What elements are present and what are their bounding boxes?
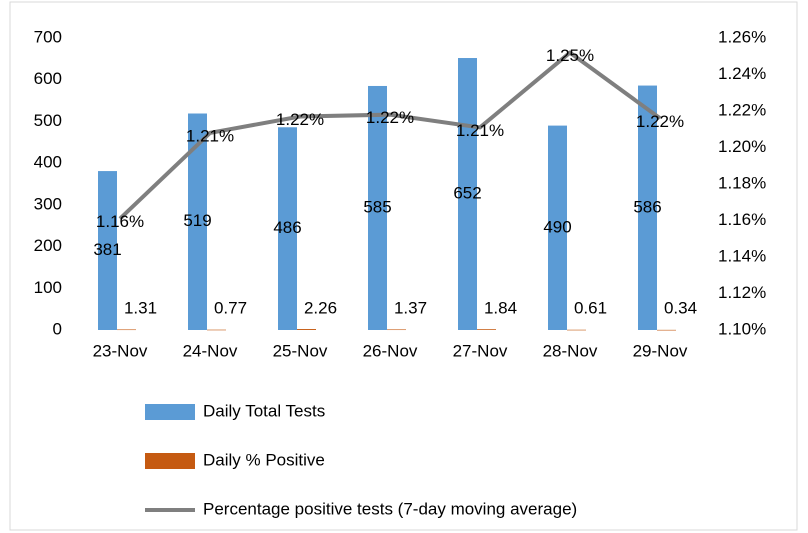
y2-tick-label: 1.12% [718,283,766,302]
x-tick-label: 28-Nov [543,341,598,360]
x-tick-label: 23-Nov [93,341,148,360]
data-label: 1.21% [456,121,504,140]
data-label: 490 [543,217,571,236]
legend-swatch [145,453,195,469]
data-label: 1.22% [366,108,414,127]
bar [207,329,226,331]
bar [98,171,117,330]
y-tick-label: 400 [34,153,62,172]
x-tick-label: 27-Nov [453,341,508,360]
bar [117,329,136,331]
legend-label: Percentage positive tests (7-day moving … [203,499,577,518]
legend-label: Daily Total Tests [203,401,325,420]
data-label: 1.25% [546,46,594,65]
y-tick-label: 0 [53,319,62,338]
x-tick-label: 29-Nov [633,341,688,360]
bar [548,125,567,330]
y-tick-label: 700 [34,27,62,46]
data-label: 652 [453,183,481,202]
bar [657,329,676,331]
data-label: 0.34 [664,298,697,317]
data-label: 1.31 [124,298,157,317]
x-tick-label: 24-Nov [183,341,238,360]
y2-tick-label: 1.18% [718,173,766,192]
y2-tick-label: 1.16% [718,210,766,229]
data-label: 1.37 [394,298,427,317]
data-label: 586 [633,197,661,216]
data-label: 486 [273,218,301,237]
bar [477,329,496,330]
y2-tick-label: 1.10% [718,319,766,338]
bar [297,329,316,330]
data-label: 519 [183,211,211,230]
y-tick-label: 600 [34,69,62,88]
line [118,50,662,221]
data-label: 1.84 [484,298,517,317]
bar [368,85,387,330]
data-label: 1.21% [186,126,234,145]
y2-tick-label: 1.24% [718,64,766,83]
bar [188,113,207,330]
data-label: 0.77 [214,298,247,317]
data-label: 585 [363,197,391,216]
y-tick-label: 100 [34,278,62,297]
bar [278,127,297,330]
data-label: 2.26 [304,298,337,317]
x-tick-label: 25-Nov [273,341,328,360]
y-tick-label: 200 [34,236,62,255]
data-label: 1.16% [96,212,144,231]
y2-tick-label: 1.14% [718,246,766,265]
y2-tick-label: 1.26% [718,27,766,46]
data-label: 1.22% [276,110,324,129]
bar [387,329,406,331]
y2-tick-label: 1.22% [718,100,766,119]
legend-label: Daily % Positive [203,450,325,469]
bar [638,85,657,330]
data-label: 381 [93,240,121,259]
x-tick-label: 26-Nov [363,341,418,360]
data-label: 0.61 [574,298,607,317]
y-tick-label: 300 [34,194,62,213]
bar [567,329,586,331]
chart-frame [9,1,798,531]
y-tick-label: 500 [34,111,62,130]
y2-tick-label: 1.20% [718,137,766,156]
legend-swatch [145,404,195,420]
data-label: 1.22% [636,112,684,131]
